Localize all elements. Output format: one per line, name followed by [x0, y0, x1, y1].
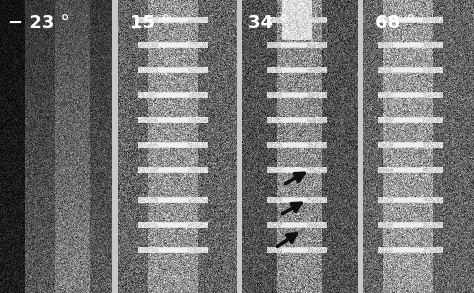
Text: 15 °: 15 ° — [130, 14, 170, 32]
Text: − 23 °: − 23 ° — [8, 14, 70, 32]
Text: 68 °: 68 ° — [375, 14, 416, 32]
Text: 34 °: 34 ° — [248, 14, 288, 32]
